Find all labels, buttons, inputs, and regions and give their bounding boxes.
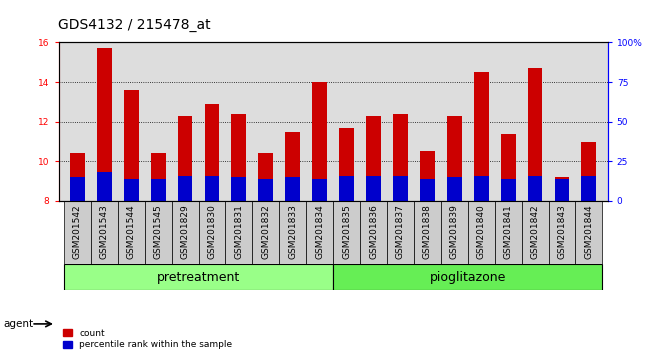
- Legend: count, percentile rank within the sample: count, percentile rank within the sample: [63, 329, 233, 349]
- Bar: [70, 153, 84, 201]
- Bar: [575, 201, 603, 264]
- Text: GSM201829: GSM201829: [181, 204, 190, 259]
- Bar: [420, 179, 435, 201]
- Text: GSM201835: GSM201835: [342, 204, 351, 259]
- Bar: [500, 179, 515, 201]
- Bar: [366, 116, 381, 201]
- Text: GSM201843: GSM201843: [558, 204, 567, 259]
- Bar: [441, 201, 468, 264]
- Bar: [177, 176, 192, 201]
- Bar: [393, 114, 408, 201]
- Bar: [474, 72, 489, 201]
- Bar: [285, 177, 300, 201]
- Text: GSM201841: GSM201841: [504, 204, 513, 259]
- Bar: [333, 201, 360, 264]
- Bar: [554, 177, 569, 201]
- Bar: [414, 201, 441, 264]
- Bar: [582, 142, 596, 201]
- Text: GSM201839: GSM201839: [450, 204, 459, 259]
- Bar: [231, 114, 246, 201]
- Bar: [312, 179, 327, 201]
- Bar: [339, 176, 354, 201]
- Text: GSM201831: GSM201831: [235, 204, 243, 259]
- Text: GSM201844: GSM201844: [584, 204, 593, 259]
- Bar: [420, 152, 435, 201]
- Text: pretreatment: pretreatment: [157, 271, 240, 284]
- Bar: [521, 201, 549, 264]
- Bar: [231, 177, 246, 201]
- Bar: [97, 48, 112, 201]
- Text: GSM201832: GSM201832: [261, 204, 270, 259]
- Bar: [528, 68, 543, 201]
- Bar: [124, 90, 138, 201]
- Bar: [339, 128, 354, 201]
- Text: pioglitazone: pioglitazone: [430, 271, 506, 284]
- Bar: [500, 133, 515, 201]
- Text: GSM201838: GSM201838: [423, 204, 432, 259]
- Bar: [333, 264, 603, 290]
- Text: GSM201543: GSM201543: [99, 204, 109, 259]
- Bar: [64, 201, 91, 264]
- Bar: [151, 153, 166, 201]
- Bar: [468, 201, 495, 264]
- Bar: [205, 176, 219, 201]
- Bar: [145, 201, 172, 264]
- Text: GDS4132 / 215478_at: GDS4132 / 215478_at: [58, 18, 211, 32]
- Bar: [280, 201, 306, 264]
- Bar: [360, 201, 387, 264]
- Bar: [91, 201, 118, 264]
- Text: GSM201842: GSM201842: [530, 204, 540, 259]
- Bar: [447, 177, 462, 201]
- Bar: [70, 177, 84, 201]
- Bar: [582, 176, 596, 201]
- Bar: [226, 201, 252, 264]
- Bar: [549, 201, 575, 264]
- Text: agent: agent: [3, 319, 33, 329]
- Bar: [151, 179, 166, 201]
- Bar: [366, 176, 381, 201]
- Bar: [474, 176, 489, 201]
- Bar: [252, 201, 280, 264]
- Bar: [447, 116, 462, 201]
- Bar: [312, 82, 327, 201]
- Bar: [259, 179, 273, 201]
- Text: GSM201830: GSM201830: [207, 204, 216, 259]
- Bar: [554, 179, 569, 201]
- Bar: [172, 201, 198, 264]
- Bar: [306, 201, 333, 264]
- Bar: [124, 179, 138, 201]
- Bar: [177, 116, 192, 201]
- Bar: [118, 201, 145, 264]
- Text: GSM201545: GSM201545: [153, 204, 162, 259]
- Text: GSM201542: GSM201542: [73, 204, 82, 259]
- Text: GSM201834: GSM201834: [315, 204, 324, 259]
- Bar: [387, 201, 414, 264]
- Bar: [259, 153, 273, 201]
- Bar: [285, 132, 300, 201]
- Text: GSM201837: GSM201837: [396, 204, 405, 259]
- Text: GSM201544: GSM201544: [127, 204, 136, 259]
- Text: GSM201833: GSM201833: [288, 204, 297, 259]
- Bar: [64, 264, 333, 290]
- Bar: [393, 176, 408, 201]
- Bar: [198, 201, 226, 264]
- Bar: [205, 104, 219, 201]
- Bar: [528, 176, 543, 201]
- Bar: [97, 172, 112, 201]
- Bar: [495, 201, 521, 264]
- Text: GSM201836: GSM201836: [369, 204, 378, 259]
- Text: GSM201840: GSM201840: [476, 204, 486, 259]
